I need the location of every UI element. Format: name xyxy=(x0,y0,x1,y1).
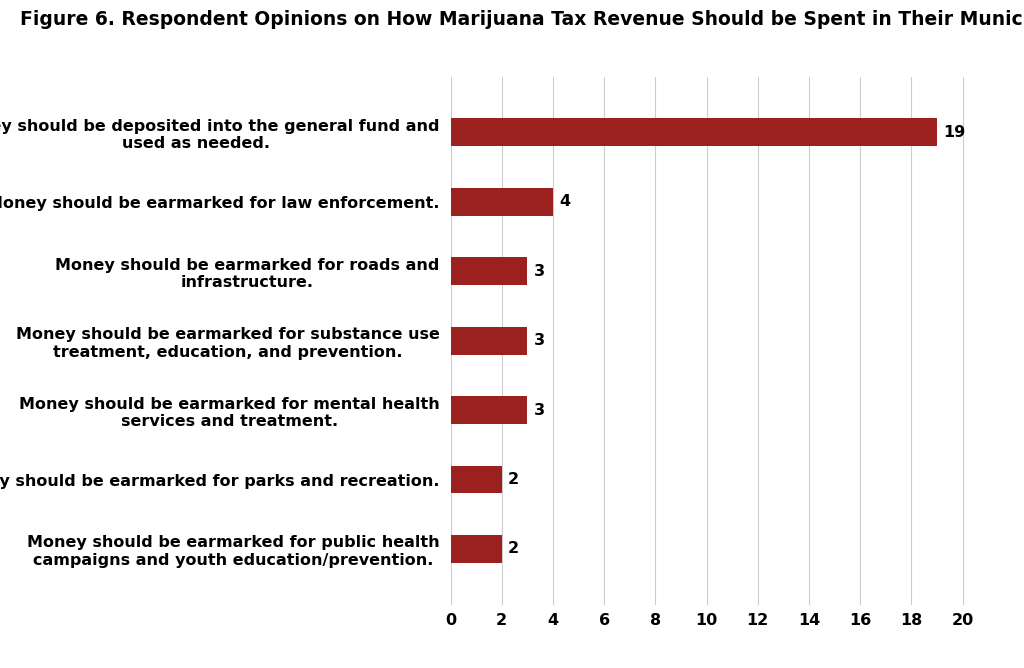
Text: Figure 6. Respondent Opinions on How Marijuana Tax Revenue Should be Spent in Th: Figure 6. Respondent Opinions on How Mar… xyxy=(20,10,1024,29)
Text: 2: 2 xyxy=(508,472,519,487)
Text: 2: 2 xyxy=(508,542,519,556)
Bar xyxy=(451,466,502,494)
Bar xyxy=(451,257,527,285)
Text: 4: 4 xyxy=(559,194,570,209)
Bar xyxy=(451,188,553,216)
Text: 3: 3 xyxy=(534,333,545,348)
Text: 3: 3 xyxy=(534,403,545,418)
Text: 19: 19 xyxy=(943,125,966,140)
Bar xyxy=(451,327,527,355)
Bar xyxy=(451,535,502,563)
Bar xyxy=(451,118,937,146)
Bar xyxy=(451,396,527,424)
Text: 3: 3 xyxy=(534,264,545,279)
